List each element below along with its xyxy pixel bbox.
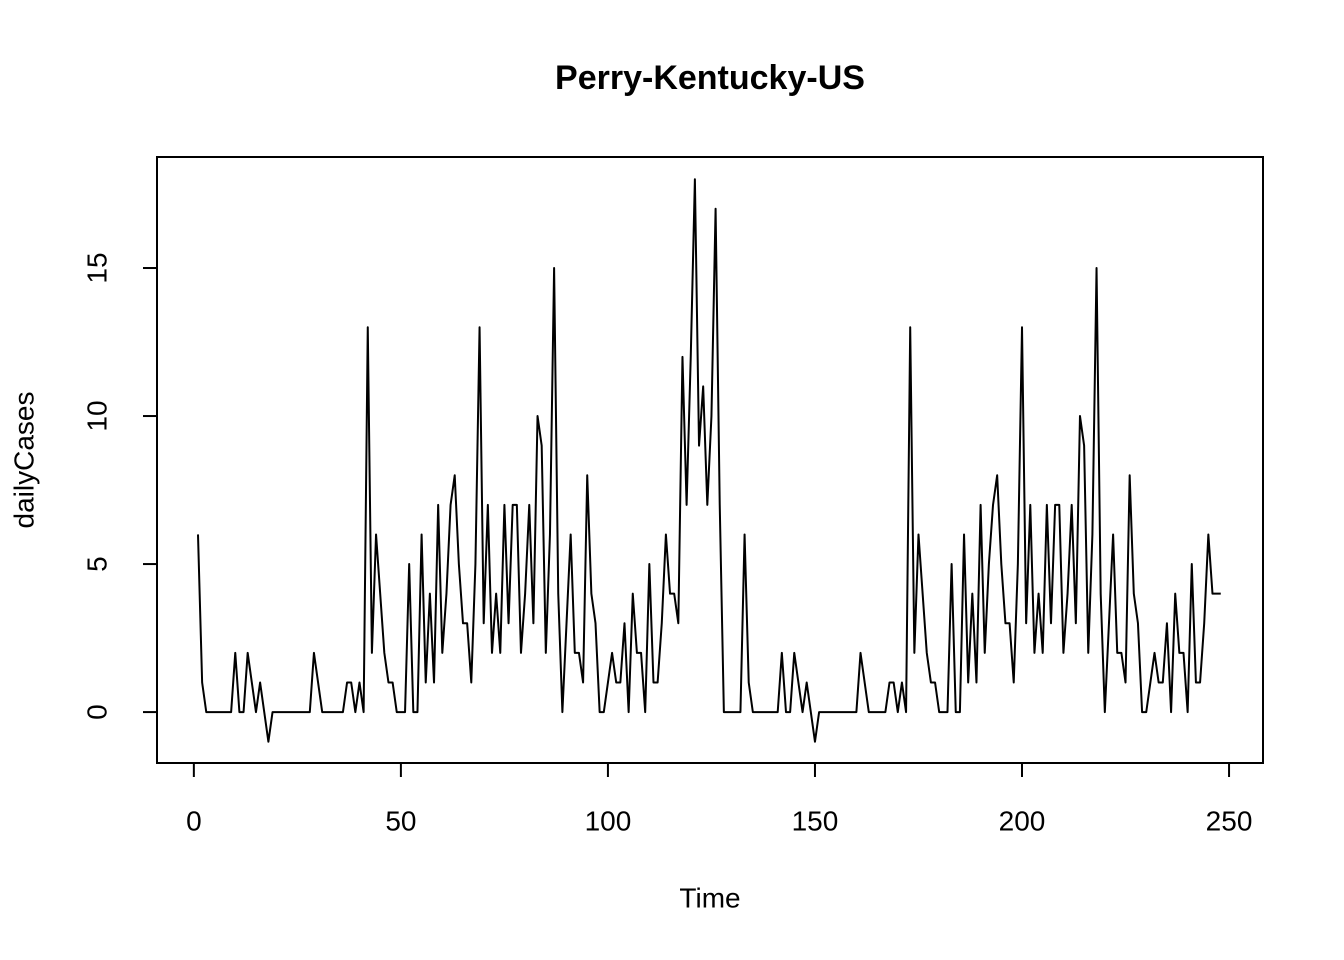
chart-title: Perry-Kentucky-US xyxy=(555,59,865,97)
x-axis-label: Time xyxy=(679,882,740,913)
data-line xyxy=(196,178,1221,743)
x-tick-label: 0 xyxy=(186,805,202,836)
y-tick-label: 15 xyxy=(81,252,112,283)
x-tick-label: 50 xyxy=(385,805,416,836)
x-tick-label: 100 xyxy=(585,805,632,836)
y-tick-label: 10 xyxy=(81,400,112,431)
x-tick-label: 150 xyxy=(792,805,839,836)
y-tick-label: 0 xyxy=(81,704,112,720)
y-axis-label: dailyCases xyxy=(8,392,39,529)
y-tick-label: 5 xyxy=(81,556,112,572)
x-tick-label: 200 xyxy=(999,805,1046,836)
x-tick-label: 250 xyxy=(1206,805,1253,836)
